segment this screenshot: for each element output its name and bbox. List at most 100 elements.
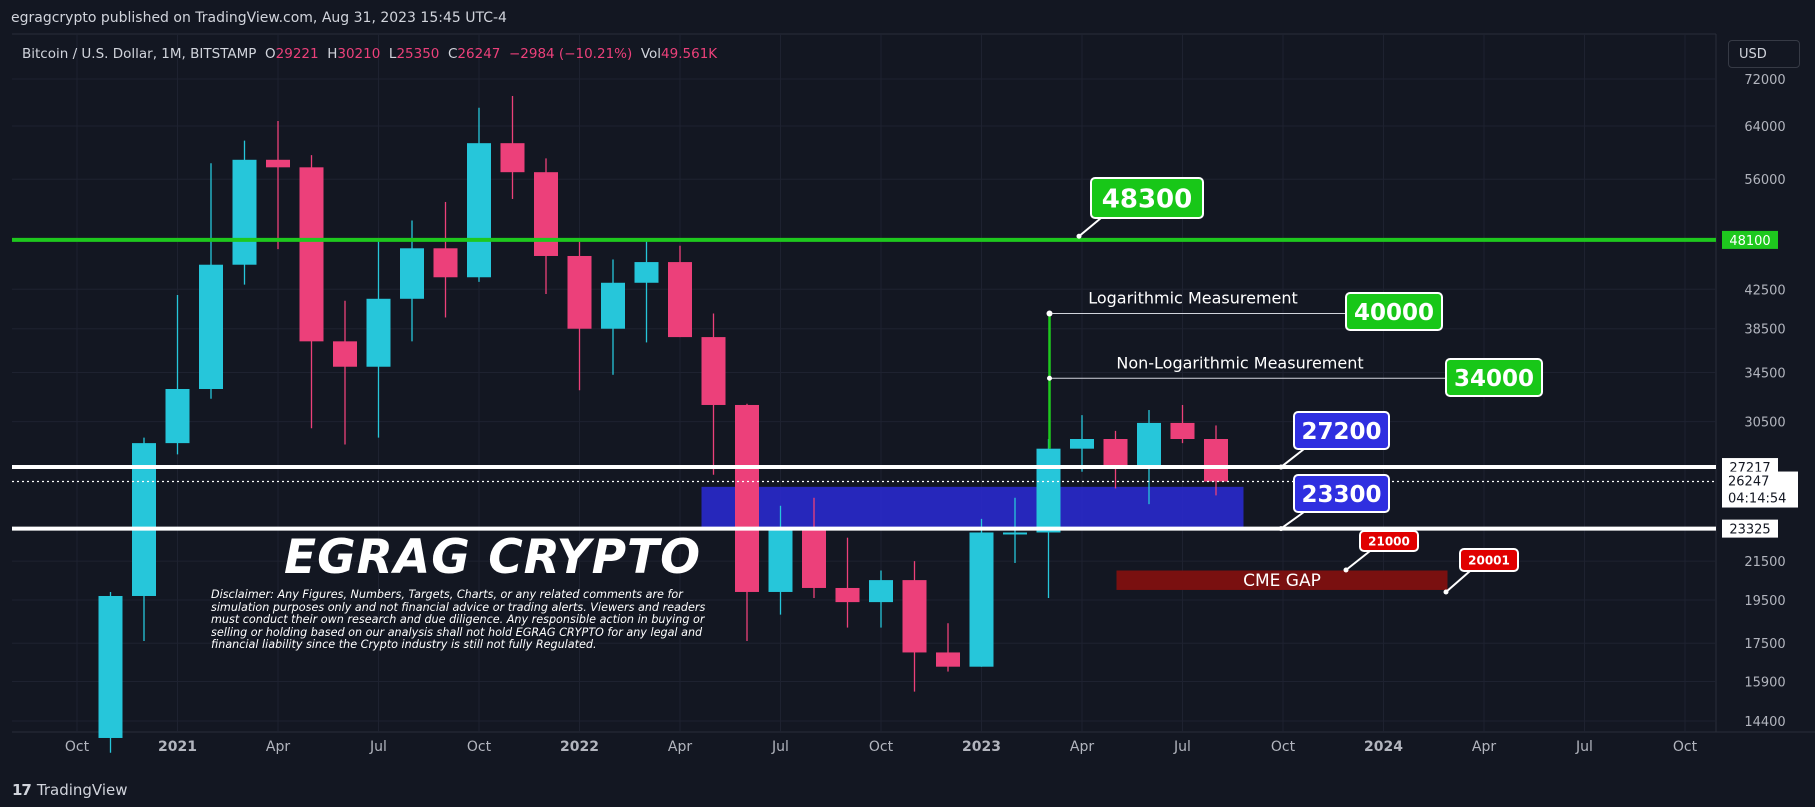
- measure-point: [1047, 310, 1052, 316]
- candle-2020-11: [98, 591, 123, 753]
- candle-2022-01: [567, 241, 592, 391]
- callout-box: [1090, 177, 1204, 219]
- time-tick-label: 2021: [158, 739, 197, 755]
- callout-anchor: [1443, 589, 1449, 595]
- callout-box: [1445, 358, 1543, 397]
- tradingview-logo[interactable]: 17 TradingView: [12, 781, 128, 799]
- legend-o-label: O: [265, 46, 276, 62]
- callout-anchor: [1076, 233, 1082, 239]
- candle-2021-07: [366, 239, 391, 438]
- callout-40000: 40000: [1345, 292, 1443, 331]
- watermark-title: EGRAG CRYPTO: [284, 530, 702, 585]
- candle-2021-01: [165, 294, 190, 455]
- callout-34000: 34000: [1445, 358, 1543, 397]
- candle-2022-06: [735, 403, 759, 641]
- callout-label: 48300: [1102, 184, 1192, 214]
- callout-label: 34000: [1454, 366, 1534, 392]
- time-tick-label: 2022: [560, 739, 599, 755]
- price-tick-label: 17500: [1744, 637, 1785, 652]
- candle-body: [98, 595, 123, 738]
- cme-gap-zone: [1116, 570, 1448, 590]
- candle-body: [1170, 422, 1195, 440]
- time-tick-label: Apr: [668, 739, 692, 755]
- time-tick-label: Jul: [1173, 739, 1191, 755]
- legend-spacer: [439, 46, 448, 62]
- callout-label: 20001: [1468, 553, 1510, 567]
- candle-body: [936, 652, 960, 667]
- time-tick-label: Jul: [369, 739, 387, 755]
- currency-button[interactable]: USD: [1728, 40, 1800, 68]
- tradingview-brand: TradingView: [36, 781, 128, 799]
- candle-body: [165, 388, 190, 444]
- candle-2022-12: [936, 623, 960, 672]
- candle-2021-05: [299, 155, 324, 429]
- candle-body: [366, 298, 391, 367]
- candle-countdown: 04:14:54: [1728, 492, 1786, 507]
- support-zone: [701, 486, 1244, 529]
- callout-label: 23300: [1301, 482, 1381, 508]
- candle-2022-03: [634, 239, 659, 343]
- candle-2022-11: [902, 561, 927, 692]
- legend-spacer: [256, 46, 265, 62]
- price-tick-label: 64000: [1744, 120, 1785, 135]
- time-tick-label: Oct: [869, 739, 894, 755]
- callout-27200: 27200: [1278, 411, 1390, 470]
- callout-box: [1345, 292, 1443, 331]
- candle-body: [400, 248, 424, 299]
- legend-spacer: [632, 46, 641, 62]
- legend-o-value: 29221: [276, 46, 319, 62]
- ohlc-legend: Bitcoin / U.S. Dollar, 1M, BITSTAMP O292…: [22, 46, 718, 62]
- time-tick-label: Jul: [1575, 739, 1593, 755]
- candle-2021-03: [232, 140, 257, 285]
- candle-body: [802, 529, 826, 588]
- callout-pointer: [1445, 570, 1471, 593]
- candle-body: [869, 580, 893, 603]
- candle-2022-02: [601, 259, 625, 375]
- callout-48300: 48300: [1076, 177, 1204, 239]
- candle-body: [634, 262, 659, 283]
- time-tick-label: Jul: [771, 739, 789, 755]
- last-price-tag: [1722, 471, 1798, 508]
- candle-2022-07: [768, 505, 793, 615]
- price-tick-label: 15900: [1744, 675, 1785, 690]
- candle-body: [835, 587, 860, 603]
- candle-body: [668, 262, 692, 338]
- time-tick-label: Oct: [1271, 739, 1296, 755]
- candle-body: [433, 248, 458, 278]
- callout-21000: 21000: [1343, 530, 1419, 573]
- plot-area: [12, 34, 1716, 732]
- candle-2023-04: [1070, 415, 1094, 472]
- candle-2022-09: [835, 537, 860, 628]
- callout-pointer: [1078, 217, 1102, 238]
- level-tag-48100: [1722, 230, 1778, 249]
- candle-body: [299, 167, 324, 342]
- price-tick-label: 38500: [1744, 323, 1785, 338]
- footer-bar: 17 TradingView: [0, 772, 1815, 807]
- measurement-label: Logarithmic Measurement: [1088, 288, 1298, 307]
- legend-symbol: Bitcoin / U.S. Dollar, 1M, BITSTAMP: [22, 46, 256, 62]
- time-tick-label: Oct: [467, 739, 492, 755]
- candle-body: [567, 255, 592, 329]
- price-tick-label: 56000: [1744, 173, 1785, 188]
- candle-2022-08: [802, 497, 826, 599]
- callout-anchor: [1278, 464, 1284, 470]
- candle-2022-10: [869, 570, 893, 628]
- price-tick-label: 34500: [1744, 366, 1785, 381]
- callout-box: [1359, 530, 1419, 552]
- callout-pointer: [1280, 448, 1305, 468]
- callout-anchor: [1343, 567, 1349, 573]
- price-tick-label: 21500: [1744, 555, 1785, 570]
- legend-l-label: L: [389, 46, 397, 62]
- price-scale: [1716, 34, 1815, 732]
- legend-change: −2984 (−10.21%): [509, 46, 632, 62]
- level-tag: [1722, 519, 1778, 538]
- candle-body: [1103, 439, 1128, 468]
- candle-body: [969, 532, 994, 667]
- candle-2023-07: [1170, 404, 1195, 444]
- price-tick-label: 23325: [1729, 523, 1770, 538]
- callout-box: [1459, 548, 1519, 572]
- candle-body: [333, 341, 357, 367]
- price-tick-label: 72000: [1744, 73, 1785, 88]
- callout-20001: 20001: [1443, 548, 1519, 595]
